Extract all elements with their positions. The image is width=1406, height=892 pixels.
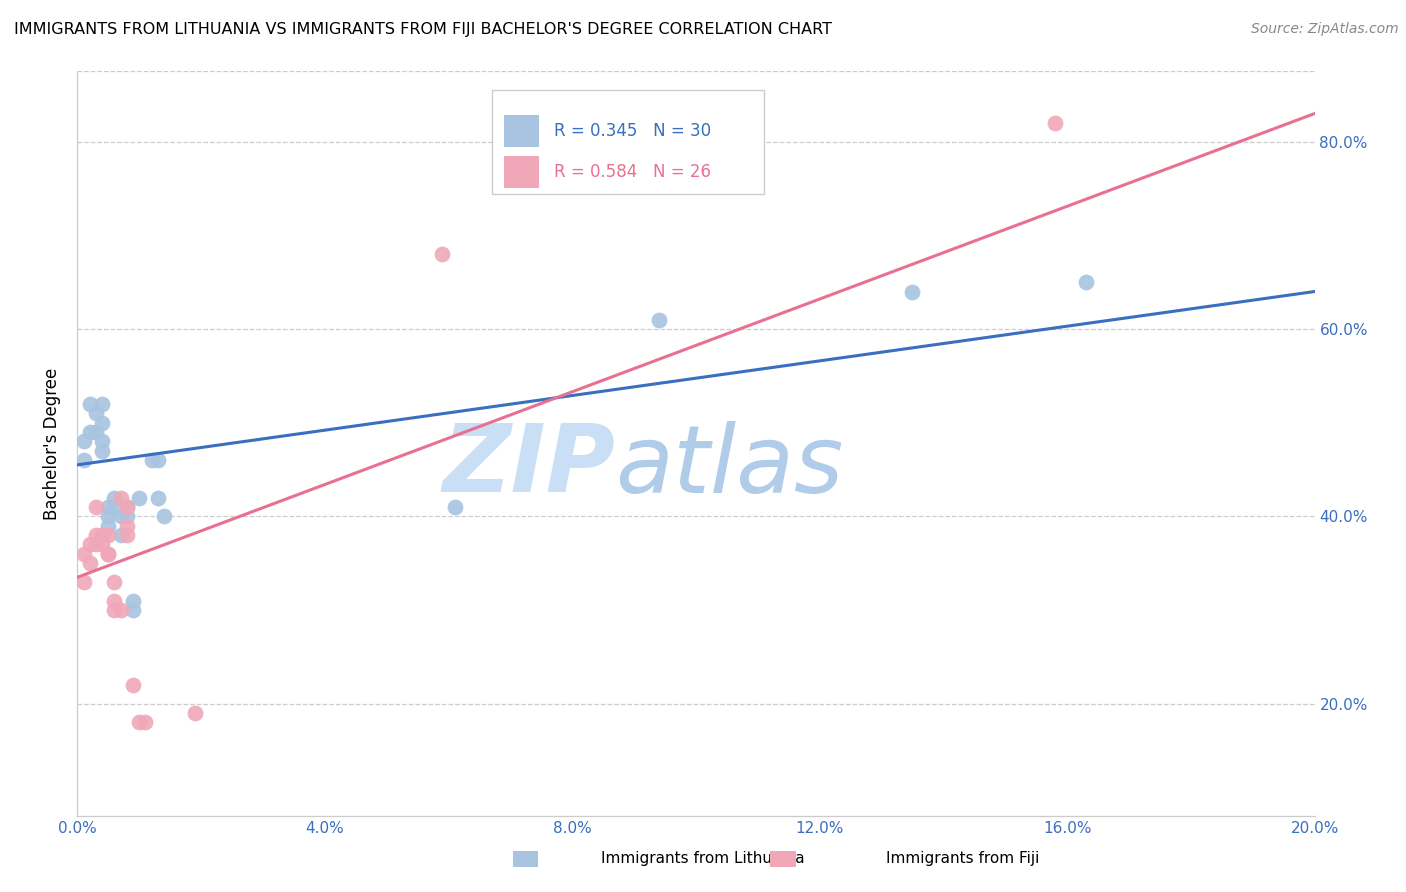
- Point: [103, 603, 125, 617]
- Y-axis label: Bachelor's Degree: Bachelor's Degree: [44, 368, 62, 520]
- Point: [103, 491, 125, 505]
- Point: [84, 537, 107, 551]
- Point: [72, 434, 94, 449]
- Point: [97, 547, 120, 561]
- Point: [72, 453, 94, 467]
- Point: [97, 547, 120, 561]
- Text: atlas: atlas: [616, 421, 844, 512]
- FancyBboxPatch shape: [505, 156, 538, 187]
- Point: [146, 491, 169, 505]
- Point: [432, 247, 454, 261]
- Text: Source: ZipAtlas.com: Source: ZipAtlas.com: [1251, 22, 1399, 37]
- Point: [901, 285, 924, 299]
- Point: [91, 397, 114, 411]
- Point: [84, 500, 107, 514]
- Text: Immigrants from Fiji: Immigrants from Fiji: [886, 851, 1040, 865]
- Point: [110, 528, 132, 542]
- Point: [184, 706, 207, 720]
- Point: [79, 537, 101, 551]
- Point: [110, 603, 132, 617]
- Point: [72, 547, 94, 561]
- FancyBboxPatch shape: [492, 90, 763, 194]
- Point: [84, 425, 107, 439]
- Text: ZIP: ZIP: [443, 420, 616, 512]
- Point: [91, 434, 114, 449]
- Point: [115, 518, 138, 533]
- Point: [91, 537, 114, 551]
- Point: [91, 528, 114, 542]
- Point: [97, 528, 120, 542]
- Point: [443, 500, 465, 514]
- Point: [103, 593, 125, 607]
- Text: Immigrants from Lithuania: Immigrants from Lithuania: [602, 851, 804, 865]
- Point: [141, 453, 163, 467]
- FancyBboxPatch shape: [505, 115, 538, 146]
- Point: [97, 500, 120, 514]
- Point: [1043, 116, 1066, 130]
- Point: [110, 509, 132, 524]
- Point: [122, 603, 145, 617]
- Text: IMMIGRANTS FROM LITHUANIA VS IMMIGRANTS FROM FIJI BACHELOR'S DEGREE CORRELATION : IMMIGRANTS FROM LITHUANIA VS IMMIGRANTS …: [14, 22, 832, 37]
- Point: [84, 528, 107, 542]
- Point: [153, 509, 176, 524]
- Point: [103, 500, 125, 514]
- Text: R = 0.584   N = 26: R = 0.584 N = 26: [554, 163, 710, 181]
- Point: [97, 509, 120, 524]
- Point: [648, 312, 671, 326]
- Point: [115, 500, 138, 514]
- Point: [122, 678, 145, 692]
- Point: [146, 453, 169, 467]
- Point: [128, 715, 150, 730]
- Point: [79, 397, 101, 411]
- Point: [72, 574, 94, 589]
- Point: [103, 574, 125, 589]
- Point: [115, 509, 138, 524]
- Text: R = 0.345   N = 30: R = 0.345 N = 30: [554, 122, 711, 140]
- Point: [110, 491, 132, 505]
- Point: [122, 593, 145, 607]
- Point: [115, 500, 138, 514]
- Point: [91, 416, 114, 430]
- Point: [91, 443, 114, 458]
- Point: [79, 556, 101, 570]
- Point: [97, 518, 120, 533]
- Point: [115, 528, 138, 542]
- Point: [1074, 275, 1097, 289]
- Point: [84, 406, 107, 420]
- Point: [79, 425, 101, 439]
- Point: [128, 491, 150, 505]
- Point: [134, 715, 156, 730]
